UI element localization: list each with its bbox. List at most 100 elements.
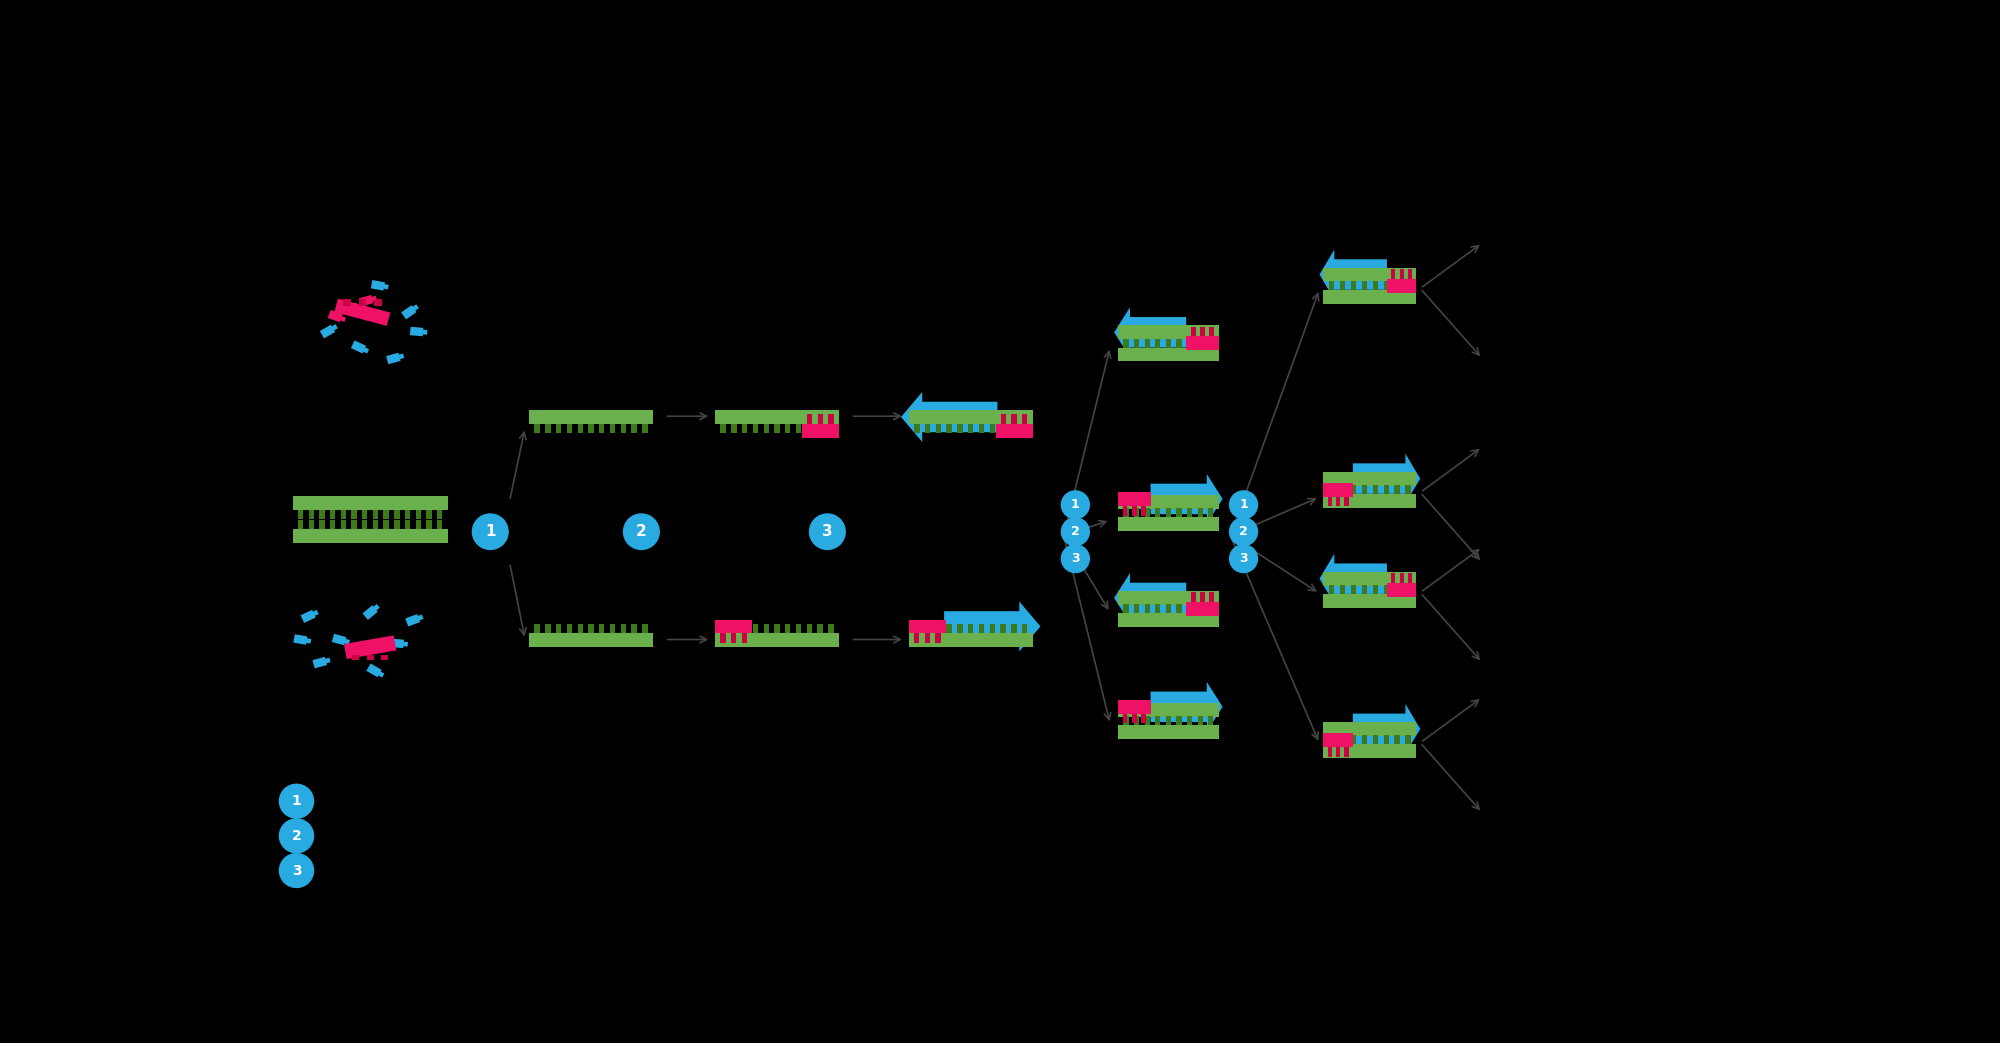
Bar [1176, 339, 1182, 347]
Bar [394, 510, 400, 519]
Bar [1166, 715, 1172, 725]
Bar [1166, 339, 1172, 347]
Bar [362, 347, 370, 354]
Polygon shape [1150, 682, 1222, 732]
Bar [1406, 282, 1410, 291]
Bar [1124, 717, 1128, 726]
Bar [1372, 585, 1378, 595]
Bar [366, 655, 374, 660]
Bar [546, 625, 550, 633]
Bar [774, 423, 780, 433]
Bar [1328, 735, 1334, 744]
Bar [990, 625, 996, 633]
Bar [1198, 605, 1202, 614]
Bar [1200, 592, 1204, 602]
Bar [1394, 585, 1400, 593]
Text: 1: 1 [1072, 499, 1080, 511]
Bar [1208, 339, 1214, 347]
Bar [352, 520, 356, 530]
Bar [1340, 735, 1346, 745]
Bar [588, 423, 594, 433]
Bar [1394, 282, 1400, 291]
Bar [1208, 605, 1214, 614]
Bar [1340, 282, 1346, 291]
Bar [620, 423, 626, 433]
Bar [796, 625, 802, 633]
Bar [334, 298, 390, 326]
Bar [1144, 509, 1150, 517]
Bar [764, 625, 768, 633]
Polygon shape [1320, 249, 1386, 299]
Text: 1: 1 [1240, 499, 1248, 511]
Bar [1392, 574, 1396, 583]
Bar [330, 520, 336, 530]
Bar [1186, 715, 1192, 725]
Bar [1156, 604, 1160, 613]
Bar [1190, 592, 1196, 602]
Bar [1406, 585, 1410, 595]
Bar [1012, 423, 1016, 433]
Bar [1372, 735, 1378, 744]
Bar [1340, 281, 1346, 290]
Bar [1344, 747, 1348, 756]
Bar [1124, 339, 1128, 347]
Bar [1176, 339, 1182, 348]
Bar [1386, 278, 1416, 292]
Bar [742, 423, 748, 433]
Bar [802, 423, 840, 438]
Bar [1134, 717, 1140, 726]
Bar [1012, 414, 1016, 423]
Bar [978, 423, 984, 433]
Bar [1156, 339, 1160, 347]
Bar [1132, 506, 1136, 515]
Bar [1210, 326, 1214, 337]
Bar [1000, 423, 1006, 433]
Bar [426, 520, 432, 530]
Bar [1336, 496, 1340, 506]
Bar [958, 625, 962, 633]
Bar [1384, 282, 1390, 291]
Bar [1012, 625, 1016, 633]
Bar [374, 604, 380, 610]
Circle shape [1230, 544, 1258, 573]
Bar [566, 625, 572, 633]
Bar [1124, 508, 1128, 517]
Bar [1166, 339, 1172, 348]
Bar [416, 510, 420, 519]
Bar [774, 625, 780, 633]
Bar [332, 634, 346, 646]
Bar [600, 625, 604, 633]
Bar [1324, 471, 1416, 486]
Bar [1324, 493, 1416, 508]
Bar [330, 510, 336, 519]
Text: 1: 1 [292, 794, 302, 808]
Bar [914, 625, 920, 633]
Bar [818, 625, 822, 633]
Bar [1350, 585, 1356, 593]
Bar [1156, 605, 1160, 614]
Bar [1144, 605, 1150, 614]
Bar [1406, 485, 1410, 493]
Bar [1144, 717, 1150, 726]
Bar [1176, 605, 1182, 614]
Bar [1372, 585, 1378, 593]
Bar [730, 633, 736, 644]
Bar [1186, 509, 1192, 517]
Bar [1186, 717, 1192, 726]
Bar [1340, 485, 1346, 493]
Bar [1200, 326, 1204, 337]
Bar [720, 633, 726, 644]
Bar [1156, 509, 1160, 517]
Bar [422, 330, 428, 335]
Bar [1210, 592, 1214, 602]
Bar [818, 414, 824, 423]
Bar [320, 520, 324, 530]
Bar [344, 635, 396, 659]
Bar [332, 324, 338, 331]
Bar [752, 625, 758, 633]
Bar [936, 633, 940, 644]
Bar [642, 423, 648, 433]
Bar [1324, 593, 1416, 608]
Bar [1176, 508, 1182, 517]
Bar [908, 410, 1032, 423]
